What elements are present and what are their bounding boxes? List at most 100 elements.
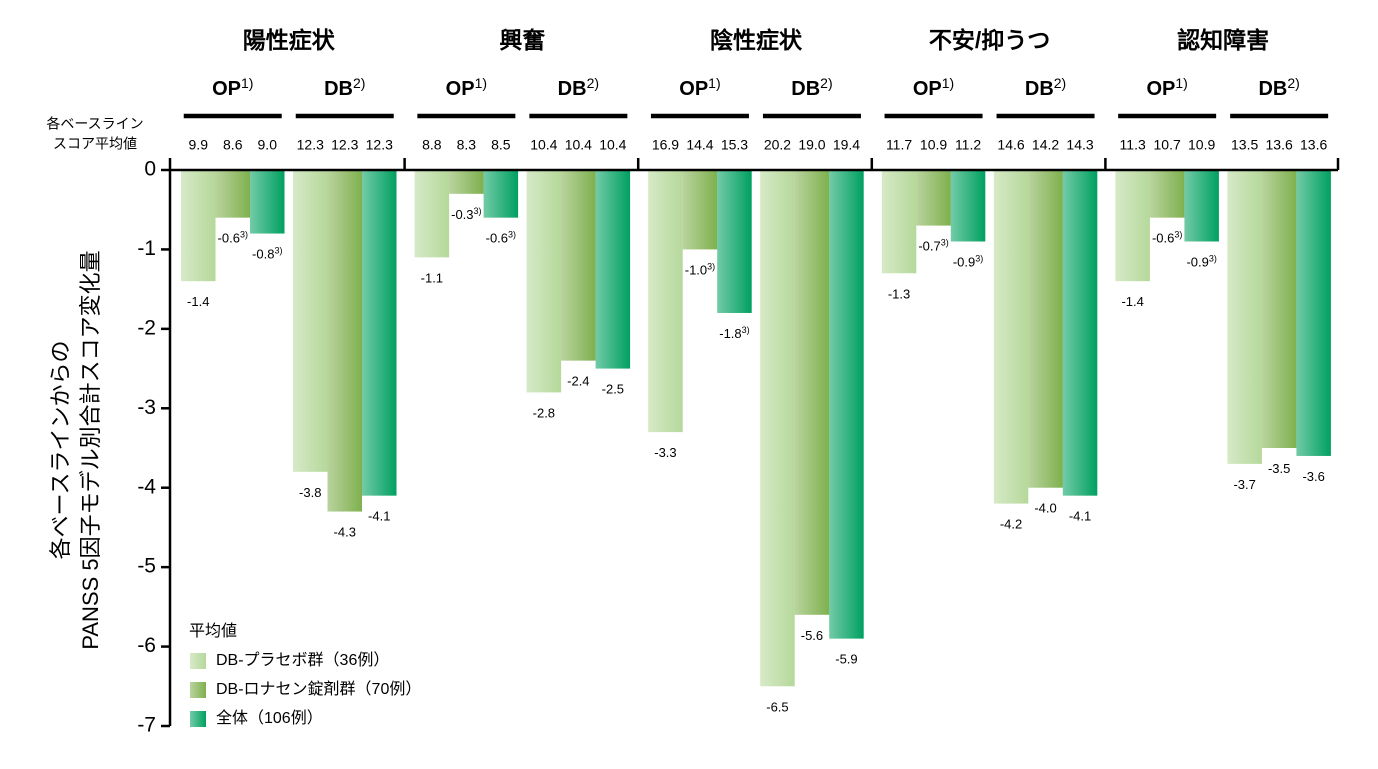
- bar: [1227, 170, 1262, 464]
- value-label: -3.7: [1233, 477, 1255, 492]
- value-text: -4.1: [368, 509, 390, 524]
- y-tick-label: -2: [137, 316, 156, 339]
- baseline-value: 11.3: [1120, 137, 1146, 153]
- category-text: DB: [1258, 78, 1287, 100]
- bar: [483, 170, 519, 218]
- bar: [648, 170, 683, 433]
- category-note: 2): [1287, 75, 1299, 91]
- value-text: -2.4: [567, 374, 589, 389]
- category-label: DB2): [558, 75, 599, 101]
- value-note: 3): [975, 254, 983, 264]
- baseline-value: 10.7: [1154, 137, 1181, 153]
- bar: [1261, 170, 1297, 448]
- value-text: -5.6: [801, 628, 823, 643]
- value-label: -4.2: [1000, 517, 1022, 532]
- baseline-value: 12.3: [297, 137, 324, 153]
- value-label: -5.6: [801, 628, 823, 643]
- baseline-value: 11.7: [886, 137, 912, 153]
- baseline-value: 14.4: [686, 137, 713, 153]
- bar: [950, 170, 986, 242]
- baseline-value: 11.2: [955, 137, 981, 153]
- value-text: -4.2: [1000, 517, 1022, 532]
- category-text: DB: [1025, 78, 1054, 100]
- bar: [250, 170, 285, 234]
- bar: [181, 170, 216, 282]
- y-tick-label: -4: [137, 475, 156, 498]
- value-text: -0.6: [218, 231, 240, 246]
- value-note: 3): [240, 230, 248, 240]
- bar: [794, 170, 830, 615]
- value-label: -3.6: [1302, 469, 1324, 484]
- bar: [760, 170, 795, 687]
- category-label: DB2): [324, 75, 365, 101]
- value-note: 3): [508, 230, 516, 240]
- value-note: 3): [707, 262, 715, 272]
- baseline-value: 9.0: [258, 137, 278, 153]
- value-label: -4.3: [334, 525, 356, 540]
- value-label: -1.1: [421, 271, 443, 286]
- category-note: 2): [820, 75, 832, 91]
- category-note: 2): [587, 75, 599, 91]
- group-label: 不安/抑うつ: [929, 27, 1050, 53]
- value-text: -1.4: [1121, 295, 1143, 310]
- category-note: 1): [241, 75, 253, 91]
- value-label: -5.9: [835, 652, 857, 667]
- group-label: 興奮: [499, 27, 545, 53]
- value-label: -2.4: [567, 374, 589, 389]
- category-label: OP1): [913, 75, 954, 101]
- value-label: -1.03): [685, 262, 715, 278]
- value-text: -4.1: [1069, 509, 1091, 524]
- value-text: -2.8: [533, 406, 555, 421]
- category-label: OP1): [446, 75, 487, 101]
- value-label: -1.83): [719, 325, 749, 341]
- legend-swatch: [190, 711, 206, 727]
- baseline-value: 12.3: [366, 137, 393, 153]
- baseline-value: 8.3: [457, 137, 477, 153]
- bar: [595, 170, 631, 369]
- value-label: -0.33): [451, 206, 481, 222]
- category-label: DB2): [1025, 75, 1066, 101]
- category-note: 2): [353, 75, 365, 91]
- bar: [1028, 170, 1063, 488]
- value-text: -3.5: [1268, 461, 1290, 476]
- value-label: -0.63): [218, 230, 248, 246]
- baseline-value: 10.4: [599, 137, 626, 153]
- category-label: DB2): [1258, 75, 1299, 101]
- value-text: -0.7: [918, 239, 940, 254]
- value-note: 3): [1174, 230, 1182, 240]
- bar: [215, 170, 250, 218]
- legend-label: 全体（106例）: [216, 709, 323, 727]
- bar: [682, 170, 718, 250]
- value-text: -0.8: [252, 247, 274, 262]
- value-label: -3.8: [299, 485, 321, 500]
- legend-title: 平均値: [189, 622, 237, 640]
- category-note: 1): [1175, 75, 1187, 91]
- value-label: -0.63): [486, 230, 516, 246]
- value-text: -3.8: [299, 485, 321, 500]
- category-note: 1): [942, 75, 954, 91]
- value-note: 3): [1209, 254, 1217, 264]
- value-label: -3.3: [654, 446, 676, 461]
- category-text: OP: [1146, 78, 1175, 100]
- bar: [293, 170, 328, 472]
- value-label: -4.0: [1034, 501, 1056, 516]
- baseline-value: 13.6: [1300, 137, 1327, 153]
- value-text: -4.3: [334, 525, 356, 540]
- y-axis-label: PANSS 5因子モデル別合計スコア変化量: [78, 250, 103, 649]
- baseline-value: 8.8: [422, 137, 442, 153]
- category-note: 1): [708, 75, 720, 91]
- bar: [561, 170, 596, 361]
- baseline-value: 10.4: [530, 137, 557, 153]
- baseline-value: 20.2: [764, 137, 791, 153]
- bar: [717, 170, 752, 313]
- value-label: -1.3: [888, 287, 910, 302]
- bar: [449, 170, 484, 194]
- bar: [414, 170, 450, 258]
- baseline-value: 8.6: [223, 137, 243, 153]
- baseline-value: 8.5: [491, 137, 511, 153]
- baseline-value: 15.3: [721, 137, 748, 153]
- bar: [881, 170, 917, 274]
- category-text: DB: [558, 78, 587, 100]
- baseline-value: 16.9: [652, 137, 679, 153]
